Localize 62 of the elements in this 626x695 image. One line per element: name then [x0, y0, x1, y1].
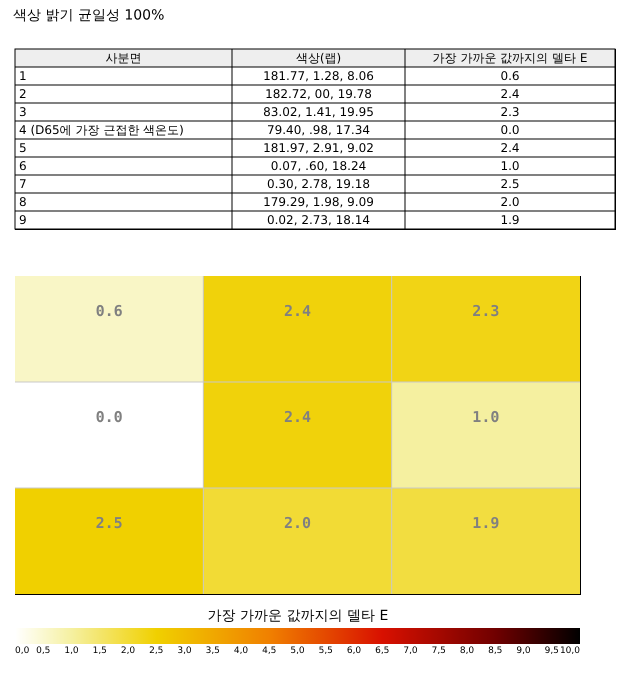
text: 1.9: [500, 213, 520, 227]
color-bar-label: 9,5: [544, 646, 559, 656]
text: 색상(랩): [296, 51, 342, 65]
text: 182.72, 00, 19.78: [265, 87, 372, 101]
text: 79.40, .98, 17.34: [266, 123, 370, 137]
color-bar-label: 5,5: [318, 646, 333, 656]
text: 1.0: [500, 159, 520, 173]
text: 2.5: [500, 177, 520, 191]
color-bar-label: 2,0: [120, 646, 136, 656]
text: 0.02, 2.73, 18.14: [266, 213, 370, 227]
color-bar-label: 2,5: [149, 646, 164, 656]
text: 2.3: [500, 105, 520, 119]
color-bar-label: 0,5: [36, 646, 50, 656]
text: 0.30, 2.78, 19.18: [266, 177, 370, 191]
color-bar-label: 0,0: [15, 646, 30, 656]
text: 9: [19, 213, 27, 227]
text: 0.07, .60, 18.24: [270, 159, 366, 173]
text: 8: [19, 195, 27, 209]
text: 3: [19, 105, 27, 119]
text: 7: [19, 177, 27, 191]
text: 색상 밝기 균일성 100%: [13, 8, 164, 24]
text: 181.97, 2.91, 9.02: [263, 141, 374, 155]
data-label: 2.5: [96, 514, 123, 532]
text: 4 (D65에 가장 근접한 색온도): [19, 123, 184, 137]
color-bar-label: 4,5: [262, 646, 276, 656]
data-label: 2.3: [472, 302, 500, 320]
data-label: 2.4: [284, 408, 312, 426]
color-bar-title: 가장 가까운 값까지의 델타 E: [208, 608, 388, 624]
data-label: 2.4: [284, 302, 312, 320]
color-bar-label: 7,0: [403, 646, 418, 656]
data-label: 0.0: [96, 408, 123, 426]
text: 2.0: [500, 195, 520, 209]
color-bar-label: 3,5: [206, 646, 220, 656]
data-label: 0.6: [96, 302, 123, 320]
color-bar-label: 9,0: [516, 646, 531, 656]
color-bar-label: 1,5: [92, 646, 107, 656]
text: 2.4: [500, 87, 520, 101]
text: 1: [19, 69, 27, 83]
text: 6: [19, 159, 27, 173]
color-bar-label: 7,5: [432, 646, 446, 656]
text: 0.6: [500, 69, 520, 83]
color-bar-label: 5,0: [290, 646, 305, 656]
color-bar-label: 8,0: [460, 646, 474, 656]
text: 사분면: [106, 51, 142, 65]
data-label: 1.9: [472, 514, 500, 532]
text: 83.02, 1.41, 19.95: [263, 105, 374, 119]
color-bar-label: 8,5: [488, 646, 502, 656]
color-bar-label: 6,5: [375, 646, 390, 656]
text: 179.29, 1.98, 9.09: [263, 195, 374, 209]
data-label: 1.0: [472, 408, 500, 426]
color-bar-label: 10,0: [560, 646, 580, 656]
text: 2.4: [500, 141, 520, 155]
text: 181.77, 1.28, 8.06: [263, 69, 374, 83]
data-label: 2.0: [284, 514, 312, 532]
text: 5: [19, 141, 27, 155]
color-bar-label: 3,0: [177, 646, 192, 656]
text: 0.0: [500, 123, 520, 137]
color-bar-label: 6,0: [346, 646, 362, 656]
text: 가장 가까운 값까지의 델타 E: [432, 51, 588, 65]
text: 2: [19, 87, 27, 101]
color-bar-label: 4,0: [234, 646, 248, 656]
color-bar-label: 1,0: [64, 646, 79, 656]
